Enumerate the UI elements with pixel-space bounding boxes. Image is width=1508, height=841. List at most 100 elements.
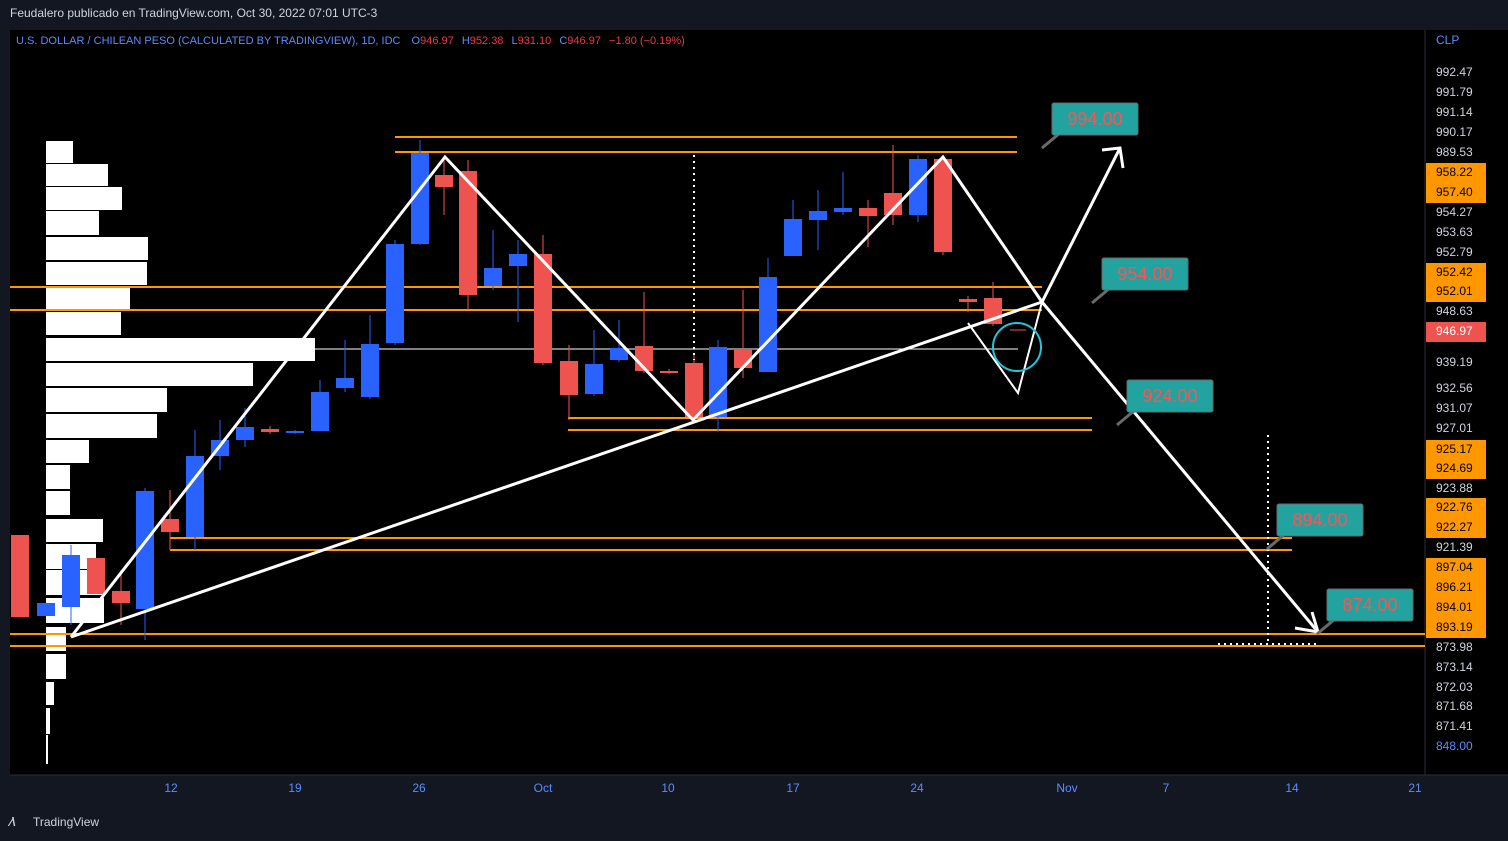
high-label: H bbox=[462, 35, 470, 47]
time-label: 10 bbox=[661, 781, 675, 795]
footer-logo: ⁄\ bbox=[7, 815, 16, 829]
price-label-bg bbox=[1426, 558, 1486, 578]
price-label: 992.47 bbox=[1436, 65, 1473, 79]
candle-body bbox=[859, 208, 877, 216]
volume-profile-bar bbox=[46, 735, 48, 764]
highlight-circle bbox=[992, 322, 1042, 372]
price-label-bg bbox=[1426, 578, 1486, 598]
price-label: 989.53 bbox=[1436, 145, 1473, 159]
price-label: 871.41 bbox=[1436, 719, 1473, 733]
callout-box bbox=[1276, 503, 1364, 537]
callout-label: 874.00 bbox=[1342, 595, 1397, 615]
volume-profile-bar bbox=[46, 682, 54, 705]
volume-profile-bar bbox=[46, 465, 70, 489]
candle-body bbox=[37, 603, 55, 616]
candle-body bbox=[62, 555, 80, 607]
price-label: 922.27 bbox=[1436, 520, 1473, 534]
volume-profile-bar bbox=[46, 287, 130, 311]
price-label: 873.98 bbox=[1436, 640, 1473, 654]
time-label: 26 bbox=[412, 781, 426, 795]
volume-profile-bar bbox=[46, 388, 167, 412]
candle-body bbox=[112, 591, 130, 603]
price-label: 931.07 bbox=[1436, 401, 1473, 415]
price-axis bbox=[1425, 30, 1508, 775]
volume-profile-bar bbox=[46, 141, 73, 163]
brand: TradingView bbox=[33, 815, 99, 829]
volume-profile-bar bbox=[46, 363, 253, 386]
price-label: 924.69 bbox=[1436, 461, 1473, 475]
price-label: 848.00 bbox=[1436, 739, 1473, 753]
price-label-bg bbox=[1426, 282, 1486, 302]
candle-body bbox=[934, 159, 952, 252]
price-label: 925.17 bbox=[1436, 442, 1473, 456]
candle-body bbox=[11, 535, 29, 617]
price-label: 873.14 bbox=[1436, 660, 1473, 674]
open-label: O bbox=[412, 35, 421, 47]
candle-body bbox=[87, 558, 105, 594]
volume-profile-bar bbox=[46, 627, 66, 651]
arrow-head bbox=[1101, 146, 1125, 169]
candle-body bbox=[585, 364, 603, 394]
candle-body bbox=[459, 171, 477, 295]
price-label: 897.04 bbox=[1436, 560, 1473, 574]
time-label: 12 bbox=[164, 781, 178, 795]
price-label: 922.76 bbox=[1436, 500, 1473, 514]
price-label: 932.56 bbox=[1436, 381, 1473, 395]
candle-body bbox=[884, 193, 902, 215]
low: 931.10 bbox=[518, 35, 552, 47]
candle-body bbox=[685, 363, 703, 417]
candle-body bbox=[509, 254, 527, 266]
price-label-bg bbox=[1426, 440, 1486, 460]
candle-body bbox=[236, 427, 254, 440]
pattern-drawing bbox=[967, 301, 1043, 396]
price-label-bg bbox=[1426, 618, 1486, 638]
legend: U.S. DOLLAR / CHILEAN PESO (CALCULATED B… bbox=[16, 35, 685, 47]
high: 952.38 bbox=[470, 35, 504, 47]
price-label: 946.97 bbox=[1436, 324, 1473, 338]
volume-profile-bar bbox=[46, 164, 108, 186]
price-label: 990.17 bbox=[1436, 125, 1473, 139]
callout-box bbox=[1101, 257, 1189, 291]
currency: CLP bbox=[1436, 33, 1459, 47]
candle-body bbox=[336, 378, 354, 388]
candle-body bbox=[759, 277, 777, 372]
candle-body bbox=[709, 347, 727, 417]
time-label: 21 bbox=[1408, 781, 1422, 795]
candle-body bbox=[161, 519, 179, 532]
price-label: 923.88 bbox=[1436, 481, 1473, 495]
candle-body bbox=[411, 153, 429, 244]
price-label: 952.79 bbox=[1436, 245, 1473, 259]
price-label: 991.79 bbox=[1436, 85, 1473, 99]
publisher: Feudalero publicado en TradingView.com, … bbox=[10, 6, 378, 20]
callout-label: 894.00 bbox=[1292, 510, 1347, 530]
price-label: 896.21 bbox=[1436, 580, 1473, 594]
candle-body bbox=[809, 211, 827, 220]
price-label: 952.42 bbox=[1436, 265, 1473, 279]
callout-box bbox=[1051, 102, 1139, 136]
candle-body bbox=[959, 299, 977, 302]
candle-body bbox=[435, 175, 453, 187]
price-label-bg bbox=[1426, 263, 1486, 283]
callout-box bbox=[1326, 588, 1414, 622]
volume-profile-bar bbox=[46, 708, 50, 734]
close: 946.97 bbox=[567, 35, 601, 47]
open: 946.97 bbox=[420, 35, 454, 47]
candle-body bbox=[186, 456, 204, 537]
low-label: L bbox=[512, 35, 518, 47]
price-label: 958.22 bbox=[1436, 165, 1473, 179]
price-label: 921.39 bbox=[1436, 540, 1473, 554]
price-label: 939.19 bbox=[1436, 355, 1473, 369]
volume-profile-bar bbox=[46, 211, 99, 235]
volume-profile-bar bbox=[46, 262, 147, 285]
candle-body bbox=[909, 159, 927, 215]
change: −1.80 (−0.19%) bbox=[609, 35, 685, 47]
trend-line bbox=[70, 300, 1043, 639]
price-label-bg bbox=[1426, 183, 1486, 203]
price-label-bg bbox=[1426, 598, 1486, 618]
price-label: 948.63 bbox=[1436, 304, 1473, 318]
symbol: U.S. DOLLAR / CHILEAN PESO (CALCULATED B… bbox=[16, 35, 401, 47]
projection-path bbox=[69, 147, 1122, 638]
callout-label: 954.00 bbox=[1117, 264, 1172, 284]
